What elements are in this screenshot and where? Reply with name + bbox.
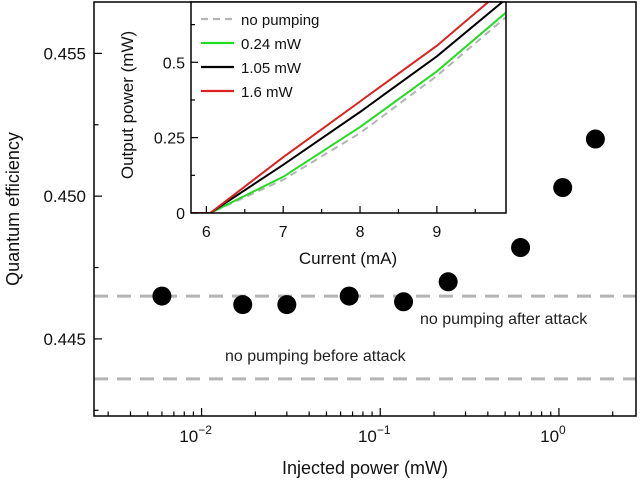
inset-series-lines [191,2,506,213]
x-tick-base: 10 [358,427,377,446]
reference-lines [94,294,636,381]
x-axis-ticks: 10−2 10−1 100 [107,408,614,446]
x-tick-exponent: −2 [198,423,212,437]
reference-line-labels: no pumping after attack no pumping before… [225,311,588,365]
inset-x-tick-label: 7 [279,224,288,241]
inset-x-axis-ticks: 6 7 8 9 [202,206,476,241]
data-point [585,129,605,149]
data-point [511,238,531,258]
x-tick-label: 10−2 [179,423,212,446]
main-panel: no pumping after attack no pumping before… [3,1,637,478]
data-point [233,295,253,315]
x-tick-base: 10 [179,427,198,446]
y-tick-label: 0.450 [43,187,86,206]
data-point [553,178,573,198]
inset-x-tick-label: 8 [356,224,365,241]
x-tick-exponent: −1 [377,423,391,437]
legend-label: 0.24 mW [241,36,302,53]
inset-x-tick-label: 6 [202,224,211,241]
x-tick-label: 10−1 [358,423,391,446]
data-point [152,286,172,306]
x-tick-exponent: 0 [559,423,566,437]
series-line [191,16,506,213]
data-points [152,129,605,315]
data-point [394,292,414,312]
inset-y-tick-label: 0.5 [163,55,185,72]
inset-background [191,2,506,213]
inset-y-tick-label: 0 [176,206,185,223]
inset-y-axis-ticks: 0 0.25 0.5 [154,24,198,223]
inset-panel: no pumping 0.24 mW 1.05 mW 1.6 mW 6 7 8 9 0 0.2… [118,1,507,268]
legend-label: 1.05 mW [241,60,302,77]
y-tick-label: 0.455 [43,44,86,63]
inset-legend: no pumping 0.24 mW 1.05 mW 1.6 mW [201,12,319,101]
legend-label: 1.6 mW [241,84,294,101]
y-axis-ticks: 0.445 0.450 0.455 [43,44,102,411]
x-tick-base: 10 [540,427,559,446]
reference-line-label: no pumping before attack [225,348,407,365]
reference-line-label: no pumping after attack [420,311,588,328]
inset-plot-frame [190,1,507,214]
inset-y-tick-label: 0.25 [154,131,185,148]
inset-x-tick-label: 9 [432,224,441,241]
data-point [277,295,297,315]
y-tick-label: 0.445 [43,330,86,349]
series-line [191,2,504,213]
inset-x-axis-title: Current (mA) [299,249,397,268]
series-line [191,2,490,213]
inset-y-axis-title: Output power (mW) [118,31,137,179]
x-tick-label: 100 [540,423,566,446]
y-axis-title: Quantum efficiency [3,132,23,286]
data-point [438,272,458,292]
series-line [191,11,506,213]
legend-label: no pumping [241,12,319,29]
data-point [339,286,359,306]
x-axis-title: Injected power (mW) [282,458,448,478]
